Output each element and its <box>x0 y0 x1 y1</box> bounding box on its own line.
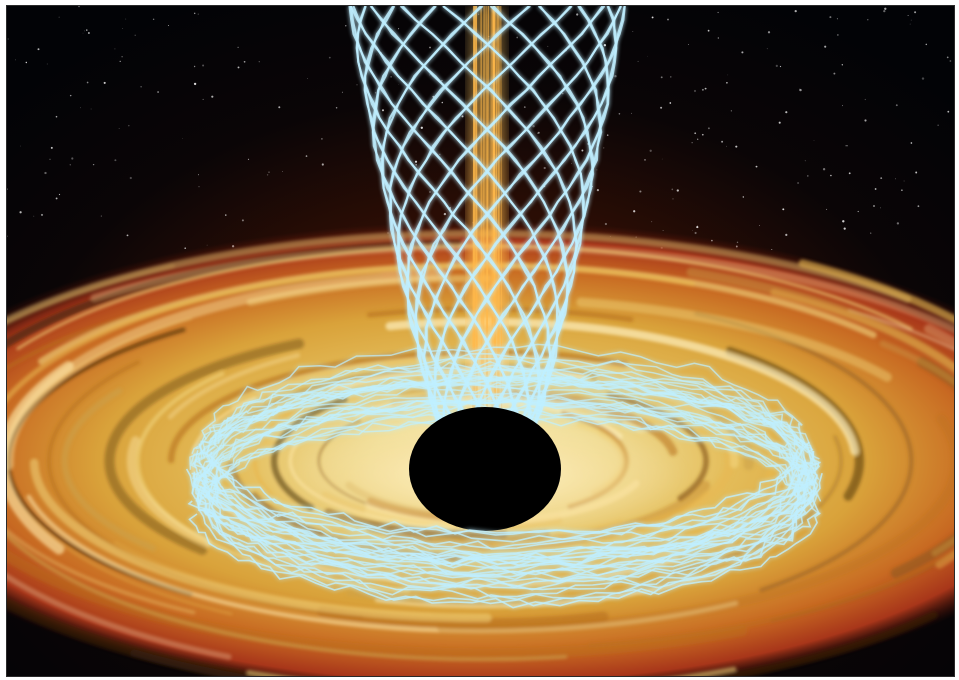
magnetic-field-ring-back <box>189 343 822 515</box>
event-horizon <box>409 407 561 531</box>
magnetic-field-ring-front <box>185 441 823 609</box>
black-hole-illustration <box>7 6 954 676</box>
image-frame <box>6 5 955 677</box>
magnetic-field-funnel <box>348 6 626 427</box>
